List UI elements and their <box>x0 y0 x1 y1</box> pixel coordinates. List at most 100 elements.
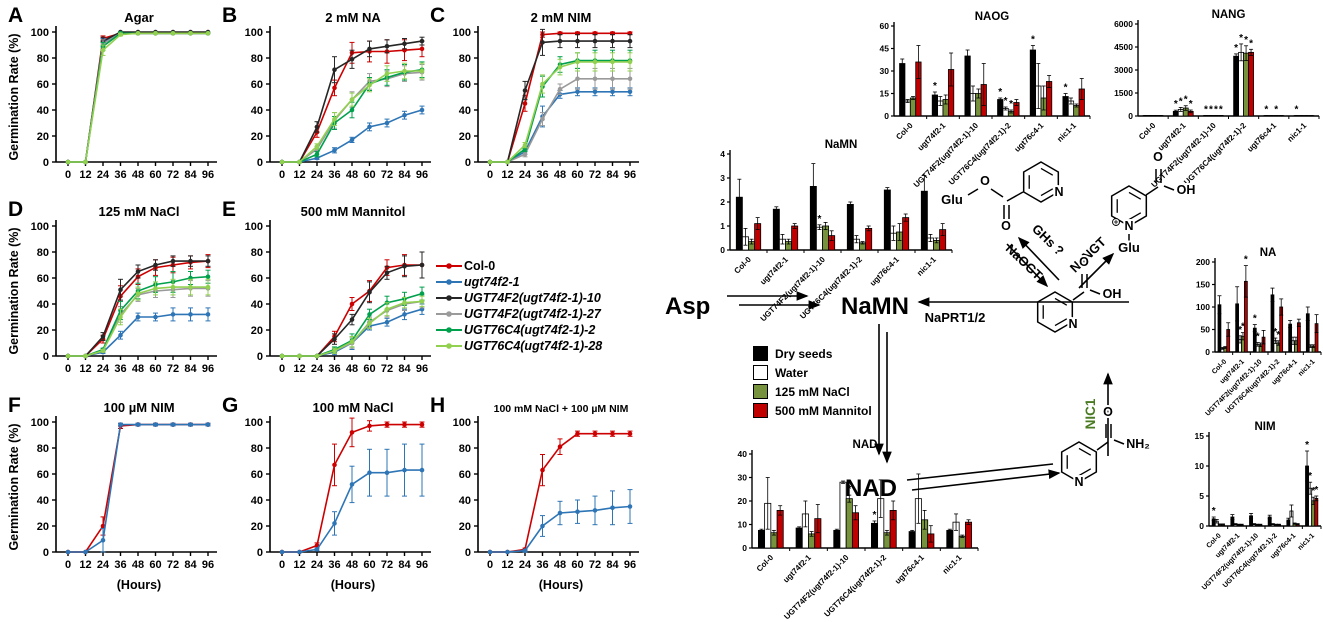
svg-text:N: N <box>1074 475 1083 489</box>
nad-to-nim-arrow-1 <box>906 463 1054 481</box>
svg-text:NaMN: NaMN <box>825 139 858 151</box>
naog-bar-chart: 0 15 30 45 60 NAOG Col-0 * ugt74f2-1 UGT74F2(ugt7… <box>856 6 1096 192</box>
nim100-germination-chart: 0 20 40 60 80 100 0 12 24 36 48 60 72 84 96 100 µM NIM G… <box>7 400 217 592</box>
svg-text:20: 20 <box>459 131 471 143</box>
svg-text:*: * <box>1314 485 1318 496</box>
svg-text:Glu: Glu <box>941 192 963 207</box>
svg-text:72: 72 <box>167 559 179 571</box>
svg-text:60: 60 <box>251 469 263 481</box>
svg-text:12: 12 <box>501 559 513 571</box>
genotype-legend-item: UGT76C4(ugt74f2-1)-2 <box>434 322 602 338</box>
svg-text:O: O <box>1103 405 1113 419</box>
svg-text:40: 40 <box>37 495 49 507</box>
svg-text:125 mM NaCl: 125 mM NaCl <box>99 204 180 219</box>
asp-node: Asp <box>665 293 710 320</box>
svg-text:84: 84 <box>184 559 197 571</box>
panel-nim-100um: F 0 20 40 60 80 100 0 12 24 36 48 60 72 84 96 100 µM NI… <box>6 394 221 622</box>
svg-text:NH₂: NH₂ <box>1126 437 1150 451</box>
naprt-enzyme-label: NaPRT1/2 <box>925 310 986 325</box>
panel-nacl-nim: H 0 20 40 60 80 100 0 12 24 36 48 60 72 84 96 100 mM Na… <box>428 394 643 622</box>
legend-label: UGT74F2(ugt74f2-1)-27 <box>464 307 601 321</box>
svg-text:*: * <box>1239 33 1243 44</box>
svg-text:100: 100 <box>31 417 49 429</box>
svg-text:40: 40 <box>37 105 49 117</box>
svg-text:0: 0 <box>884 111 889 121</box>
svg-text:N: N <box>1068 317 1077 331</box>
nad-to-nim-arrow-2 <box>911 469 1061 491</box>
svg-text:O: O <box>1153 150 1163 164</box>
svg-text:60: 60 <box>37 273 49 285</box>
legend-label: ugt74f2-1 <box>464 275 520 289</box>
svg-text:*: * <box>1031 35 1035 46</box>
svg-text:72: 72 <box>589 559 601 571</box>
svg-text:80: 80 <box>459 443 471 455</box>
svg-text:0: 0 <box>43 351 49 363</box>
svg-text:84: 84 <box>184 363 197 375</box>
svg-text:1500: 1500 <box>1114 88 1133 98</box>
svg-text:NANG: NANG <box>1212 9 1246 21</box>
svg-text:100: 100 <box>31 221 49 233</box>
svg-text:*: * <box>1064 83 1068 94</box>
svg-text:*: * <box>1209 104 1213 115</box>
panel-letter-g: G <box>222 394 239 417</box>
svg-text:(Hours): (Hours) <box>539 578 583 592</box>
panel-nacl-100: G 0 20 40 60 80 100 0 12 24 36 48 60 72 84 96 100 mM Na… <box>220 394 435 622</box>
svg-text:40: 40 <box>37 299 49 311</box>
svg-text:50: 50 <box>1201 325 1211 335</box>
panel-2mm-nim: C 0 20 40 60 80 100 0 12 24 36 48 60 72 84 96 2 mM NIM <box>428 4 643 196</box>
legend-line-swatch <box>436 311 462 317</box>
legend-line-swatch <box>436 295 462 301</box>
svg-text:60: 60 <box>363 363 375 375</box>
svg-text:20: 20 <box>251 131 263 143</box>
svg-text:36: 36 <box>114 559 126 571</box>
svg-text:30: 30 <box>738 473 748 483</box>
svg-text:80: 80 <box>459 53 471 65</box>
treatment-legend-item: 125 mM NaCl <box>753 382 872 401</box>
svg-text:60: 60 <box>459 469 471 481</box>
svg-text:0: 0 <box>257 157 263 169</box>
legend-label: 125 mM NaCl <box>775 384 850 399</box>
treatment-color-swatch <box>753 384 768 399</box>
svg-text:5: 5 <box>1199 491 1204 501</box>
svg-text:96: 96 <box>416 363 428 375</box>
svg-text:24: 24 <box>519 559 532 571</box>
legend-line-swatch <box>436 279 462 285</box>
svg-text:*: * <box>1009 99 1013 110</box>
svg-text:*: * <box>1273 327 1277 338</box>
svg-text:*: * <box>1305 440 1309 451</box>
svg-text:100: 100 <box>245 27 263 39</box>
svg-text:48: 48 <box>346 169 358 181</box>
svg-text:*: * <box>1238 325 1242 336</box>
svg-text:96: 96 <box>202 559 214 571</box>
panel-letter-a: A <box>8 4 24 27</box>
mannitol-germination-chart: 0 20 40 60 80 100 0 12 24 36 48 60 72 84 96 500 mM Mann… <box>245 204 431 375</box>
svg-text:96: 96 <box>202 169 214 181</box>
svg-text:48: 48 <box>554 559 566 571</box>
svg-text:72: 72 <box>381 363 393 375</box>
svg-text:NIM: NIM <box>1254 421 1275 433</box>
svg-text:24: 24 <box>97 363 110 375</box>
svg-text:Germination Rate (%): Germination Rate (%) <box>7 227 21 354</box>
svg-text:nic1-1: nic1-1 <box>941 553 964 576</box>
svg-text:Col-0: Col-0 <box>1137 121 1158 142</box>
genotype-legend-item: UGT74F2(ugt74f2-1)-10 <box>434 290 602 306</box>
svg-text:40: 40 <box>738 449 748 459</box>
svg-text:45: 45 <box>880 44 890 54</box>
panel-letter-e: E <box>222 198 237 221</box>
svg-text:*: * <box>1219 104 1223 115</box>
svg-text:0: 0 <box>720 245 725 255</box>
svg-text:0: 0 <box>279 363 285 375</box>
svg-text:0: 0 <box>1128 111 1133 121</box>
svg-text:12: 12 <box>293 363 305 375</box>
svg-text:*: * <box>1276 330 1280 341</box>
svg-text:200: 200 <box>1196 257 1210 267</box>
naog-to-na-arrow <box>1006 243 1049 288</box>
svg-text:*: * <box>817 214 821 225</box>
svg-text:Col-0: Col-0 <box>755 553 776 574</box>
svg-text:*: * <box>1249 38 1253 49</box>
svg-text:12: 12 <box>79 169 91 181</box>
svg-text:24: 24 <box>311 169 324 181</box>
svg-text:84: 84 <box>398 363 411 375</box>
svg-text:Germination Rate (%): Germination Rate (%) <box>7 33 21 160</box>
panel-letter-c: C <box>430 4 446 27</box>
